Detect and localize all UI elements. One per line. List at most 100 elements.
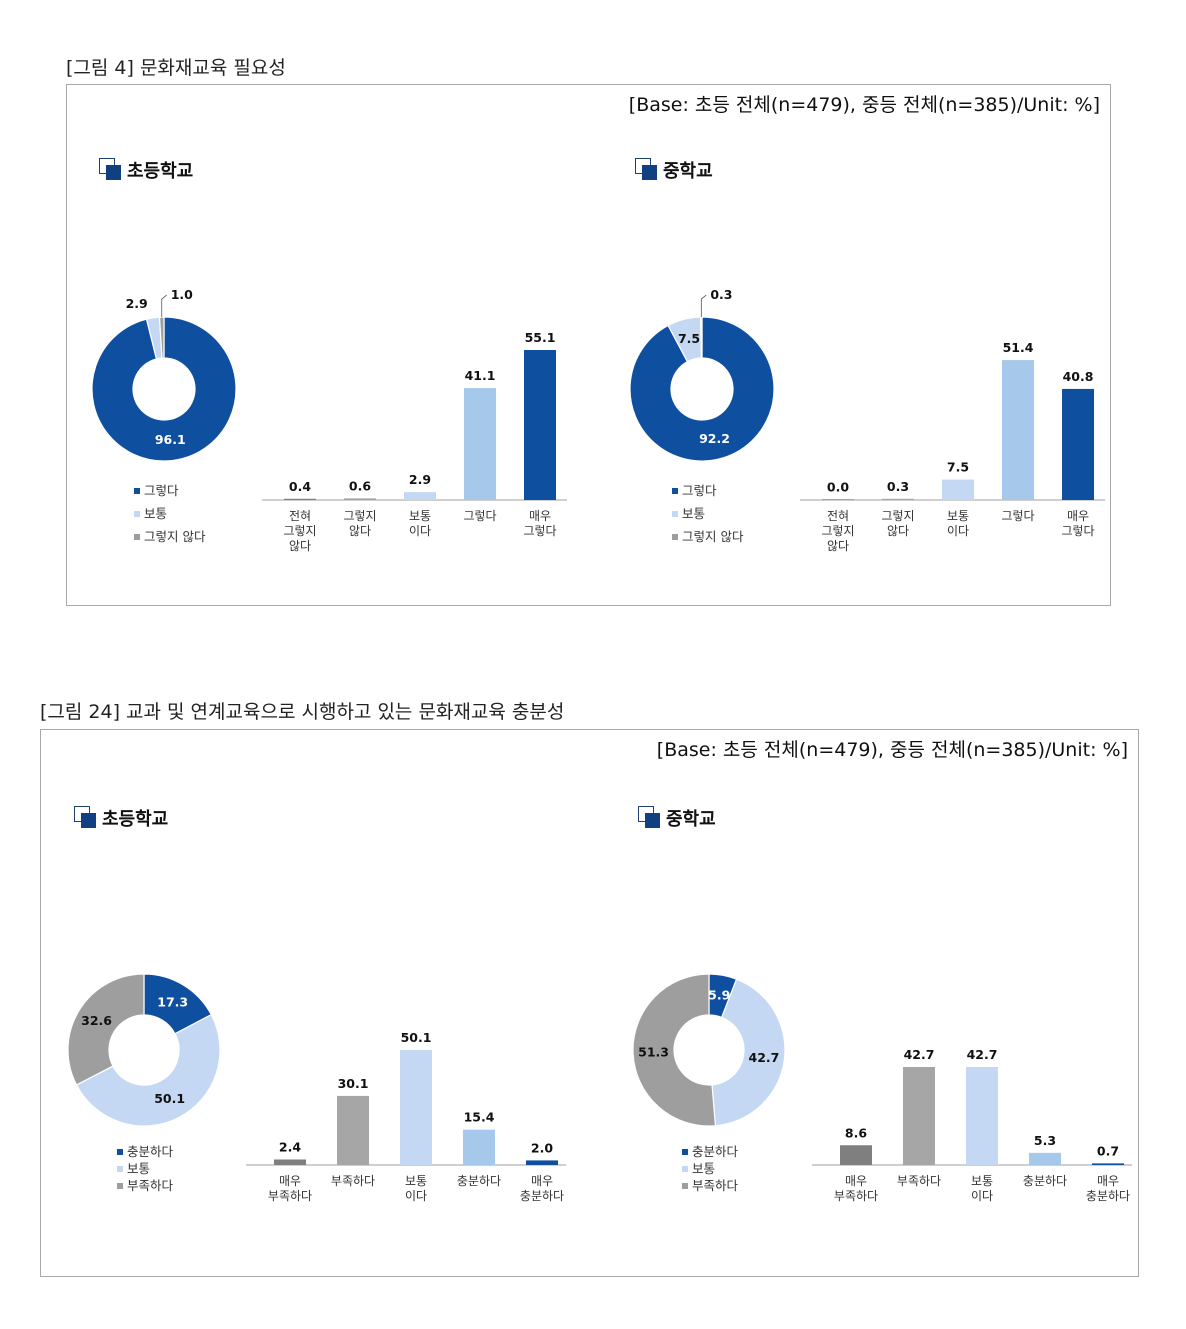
bar-value-label: 30.1	[338, 1076, 369, 1091]
panel-title-label: 초등학교	[102, 809, 169, 830]
x-tick-label: 충분하다	[1023, 1174, 1067, 1188]
legend-swatch	[134, 487, 140, 494]
legend-label: 보통	[692, 1161, 716, 1176]
bar-value-label: 55.1	[525, 330, 556, 345]
legend-swatch	[672, 533, 678, 540]
bar-chart: 0.4 전혀 그렇지 않다 0.6 그렇지 않다 2.9 보통 이다 41.1 그렇다 55.1 매우 그렇…	[262, 330, 567, 553]
leader-line	[161, 294, 167, 318]
bar-value-label: 0.3	[887, 479, 909, 494]
legend-swatch	[682, 1165, 688, 1172]
bar-value-label: 41.1	[465, 368, 496, 383]
donut-slice	[629, 316, 775, 462]
legend-label: 그렇지 않다	[682, 529, 744, 544]
donut-value-label: 0.3	[710, 287, 732, 302]
donut-value-label: 7.5	[678, 331, 700, 346]
legend-item: 충분하다	[682, 1143, 738, 1160]
x-tick-label: 그렇다	[1001, 508, 1034, 523]
panel-title: 초등학교	[74, 805, 168, 831]
base-note: [Base: 초등 전체(n=479), 중등 전체(n=385)/Unit: …	[656, 739, 1128, 761]
panel-title: 초등학교	[99, 157, 193, 183]
x-tick-label: 보통 이다	[405, 1174, 427, 1203]
bar-value-label: 0.0	[827, 479, 849, 494]
legend-label: 충분하다	[127, 1144, 174, 1159]
donut-slice	[75, 1013, 221, 1127]
bar	[822, 499, 854, 500]
legend-label: 충분하다	[692, 1144, 739, 1159]
legend-swatch	[682, 1148, 688, 1155]
bar	[1029, 1152, 1061, 1165]
donut-value-label: 32.6	[81, 1013, 112, 1028]
donut-value-label: 1.0	[171, 287, 193, 302]
legend-item: 그렇다	[672, 479, 743, 502]
donut-value-label: 17.3	[157, 994, 188, 1009]
bar-value-label: 8.6	[845, 1125, 867, 1140]
legend-swatch	[134, 533, 140, 540]
legend-item: 충분하다	[117, 1143, 173, 1160]
chart-frame: [Base: 초등 전체(n=479), 중등 전체(n=385)/Unit: …	[66, 84, 1111, 606]
bar	[1092, 1163, 1124, 1165]
x-tick-label: 매우 그렇다	[523, 509, 556, 538]
donut-slice	[91, 316, 237, 462]
panel-title: 중학교	[635, 157, 713, 183]
legend-label: 보통	[144, 506, 168, 521]
bar-value-label: 2.0	[531, 1140, 553, 1155]
legend-item: 부족하다	[117, 1177, 173, 1194]
legend-item: 그렇지 않다	[672, 525, 743, 548]
legend-label: 그렇다	[682, 483, 717, 498]
legend-label: 부족하다	[127, 1178, 174, 1193]
bar	[1062, 388, 1094, 500]
legend: 충분하다 보통 부족하다	[117, 1143, 173, 1194]
legend-item: 그렇지 않다	[134, 525, 205, 548]
donut-chart: 96.1 2.9 1.0	[91, 287, 237, 462]
bar	[274, 1159, 306, 1165]
leader-line	[700, 294, 707, 318]
bar-value-label: 50.1	[401, 1030, 432, 1045]
x-tick-label: 그렇다	[463, 508, 496, 523]
x-tick-label: 충분하다	[457, 1174, 501, 1188]
bar	[404, 492, 436, 500]
donut-value-label: 96.1	[155, 432, 186, 447]
bar-value-label: 51.4	[1003, 340, 1034, 355]
square-bullet-icon	[74, 806, 98, 830]
donut-chart: 5.9 42.7 51.3	[632, 973, 786, 1127]
bar-value-label: 42.7	[904, 1047, 935, 1062]
bar-value-label: 2.4	[279, 1139, 301, 1154]
figure-caption: [그림 24] 교과 및 연계교육으로 시행하고 있는 문화재교육 충분성	[40, 701, 565, 723]
donut-value-label: 50.1	[154, 1091, 185, 1106]
legend-item: 부족하다	[682, 1177, 738, 1194]
bar-value-label: 0.6	[349, 478, 371, 493]
legend-item: 보통	[672, 502, 743, 525]
panel-title-label: 초등학교	[127, 161, 194, 182]
panel-title: 중학교	[638, 805, 716, 831]
legend-label: 보통	[127, 1161, 151, 1176]
bar	[526, 1160, 558, 1165]
bar	[840, 1145, 872, 1165]
legend-label: 그렇지 않다	[144, 529, 206, 544]
square-bullet-icon	[99, 158, 123, 182]
x-tick-label: 매우 그렇다	[1061, 509, 1094, 538]
legend: 그렇다 보통 그렇지 않다	[672, 479, 743, 548]
bar-value-label: 0.7	[1097, 1143, 1119, 1158]
bar	[524, 350, 556, 500]
bar	[344, 498, 376, 500]
x-tick-label: 보통 이다	[409, 509, 431, 538]
donut-value-label: 51.3	[638, 1044, 669, 1059]
legend-swatch	[134, 510, 140, 517]
bar	[284, 498, 316, 500]
square-bullet-icon	[638, 806, 662, 830]
x-tick-label: 보통 이다	[971, 1174, 993, 1203]
donut-slice	[632, 973, 717, 1127]
legend-swatch	[117, 1182, 123, 1189]
bar	[400, 1050, 432, 1165]
bar	[882, 498, 914, 500]
donut-chart: 17.3 50.1 32.6	[67, 973, 221, 1127]
legend: 그렇다 보통 그렇지 않다	[134, 479, 205, 548]
bar	[464, 388, 496, 500]
bar-value-label: 5.3	[1034, 1133, 1056, 1148]
bar-chart: 8.6 매우 부족하다 42.7 부족하다 42.7 보통 이다 5.3 충분하다 0.7 매우 충분하…	[812, 1047, 1132, 1203]
base-note: [Base: 초등 전체(n=479), 중등 전체(n=385)/Unit: …	[628, 94, 1100, 116]
panel-title-label: 중학교	[666, 809, 716, 830]
legend-swatch	[672, 510, 678, 517]
donut-value-label: 2.9	[126, 296, 148, 311]
x-tick-label: 그렇지 않다	[343, 508, 376, 538]
